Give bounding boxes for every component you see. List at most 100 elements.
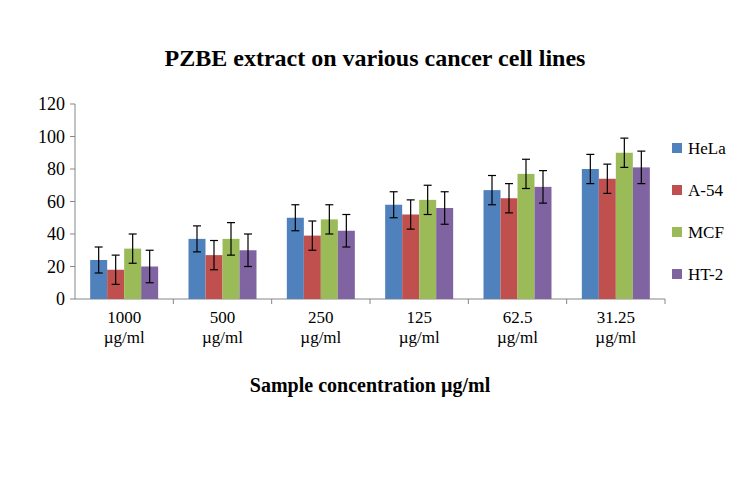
x-tick-label: 62.5µg/ml: [497, 308, 538, 347]
x-tick-label: 1000µg/ml: [104, 308, 145, 347]
error-bar: [424, 185, 432, 214]
y-tick-label: 0: [56, 289, 65, 309]
error-bar: [505, 184, 513, 213]
y-tick: [70, 104, 75, 105]
error-bar: [210, 241, 218, 270]
y-tick: [70, 201, 75, 202]
error-cap: [390, 217, 398, 218]
y-tick-label: 120: [38, 94, 65, 114]
error-bar: [441, 192, 449, 225]
error-line: [525, 159, 526, 188]
error-cap: [325, 204, 333, 205]
error-bar: [95, 247, 103, 273]
error-cap: [390, 191, 398, 192]
error-line: [312, 221, 313, 250]
error-cap: [146, 250, 154, 251]
x-tick-label-line: µg/ml: [595, 328, 636, 347]
error-bar: [522, 159, 530, 188]
error-line: [624, 138, 625, 167]
x-tick: [468, 299, 469, 304]
error-line: [542, 171, 543, 204]
error-cap: [210, 240, 218, 241]
bar: [385, 205, 402, 299]
x-tick: [566, 299, 567, 304]
error-cap: [291, 230, 299, 231]
error-bars: [95, 138, 646, 284]
x-tick-label: 500µg/ml: [202, 308, 243, 347]
bar: [535, 187, 552, 299]
error-cap: [637, 183, 645, 184]
y-tick-label: 80: [47, 159, 65, 179]
legend-swatch: [672, 185, 682, 195]
error-cap: [424, 214, 432, 215]
error-bar: [193, 226, 201, 252]
error-cap: [244, 266, 252, 267]
bar: [616, 153, 633, 299]
error-cap: [112, 284, 120, 285]
error-cap: [441, 224, 449, 225]
error-cap: [308, 220, 316, 221]
x-tick-label-line: µg/ml: [202, 328, 243, 347]
error-bar: [620, 138, 628, 167]
legend-swatch: [672, 143, 682, 153]
x-tick-label-line: 1000: [107, 308, 141, 327]
legend: HeLaA-54MCFHT-2: [672, 139, 726, 284]
error-line: [491, 176, 492, 205]
error-bar: [390, 192, 398, 218]
y-tick: [70, 169, 75, 170]
x-tick-label: 250µg/ml: [300, 308, 341, 347]
error-cap: [637, 151, 645, 152]
legend-label: A-54: [688, 181, 723, 200]
y-tick: [70, 234, 75, 235]
error-cap: [488, 175, 496, 176]
x-tick-label: 125µg/ml: [399, 308, 440, 347]
error-bar: [586, 154, 594, 183]
error-cap: [441, 191, 449, 192]
y-tick: [70, 299, 75, 300]
y-axis: [75, 104, 76, 299]
error-bar: [603, 164, 611, 193]
error-cap: [193, 251, 201, 252]
bar: [633, 167, 650, 299]
error-bar: [129, 234, 137, 263]
error-cap: [129, 263, 137, 264]
error-bar: [244, 234, 252, 267]
error-line: [427, 185, 428, 214]
error-cap: [488, 204, 496, 205]
error-line: [247, 234, 248, 267]
error-cap: [227, 255, 235, 256]
chart: PZBE extract on various cancer cell line…: [0, 0, 750, 499]
x-tick-label-line: µg/ml: [300, 328, 341, 347]
bar: [582, 169, 599, 299]
y-tick-label: 40: [47, 224, 65, 244]
error-bar: [227, 223, 235, 256]
x-tick-label: 31.25µg/ml: [595, 308, 636, 347]
error-cap: [424, 185, 432, 186]
x-tick-label-line: µg/ml: [497, 328, 538, 347]
error-cap: [325, 233, 333, 234]
error-line: [444, 192, 445, 225]
error-cap: [308, 250, 316, 251]
error-line: [230, 223, 231, 256]
error-line: [508, 184, 509, 213]
error-line: [196, 226, 197, 252]
x-tick: [370, 299, 371, 304]
error-bar: [291, 205, 299, 231]
error-cap: [146, 282, 154, 283]
error-cap: [407, 199, 415, 200]
error-bar: [342, 215, 350, 248]
x-tick-label-line: 500: [210, 308, 236, 327]
error-bar: [407, 200, 415, 229]
error-line: [295, 205, 296, 231]
y-tick-label: 100: [38, 127, 65, 147]
error-line: [590, 154, 591, 183]
legend-label: MCF: [688, 223, 724, 242]
x-tick: [271, 299, 272, 304]
error-cap: [586, 183, 594, 184]
error-cap: [95, 246, 103, 247]
error-bar: [637, 151, 645, 184]
error-cap: [129, 233, 137, 234]
error-cap: [603, 164, 611, 165]
error-cap: [522, 188, 530, 189]
x-tick: [173, 299, 174, 304]
